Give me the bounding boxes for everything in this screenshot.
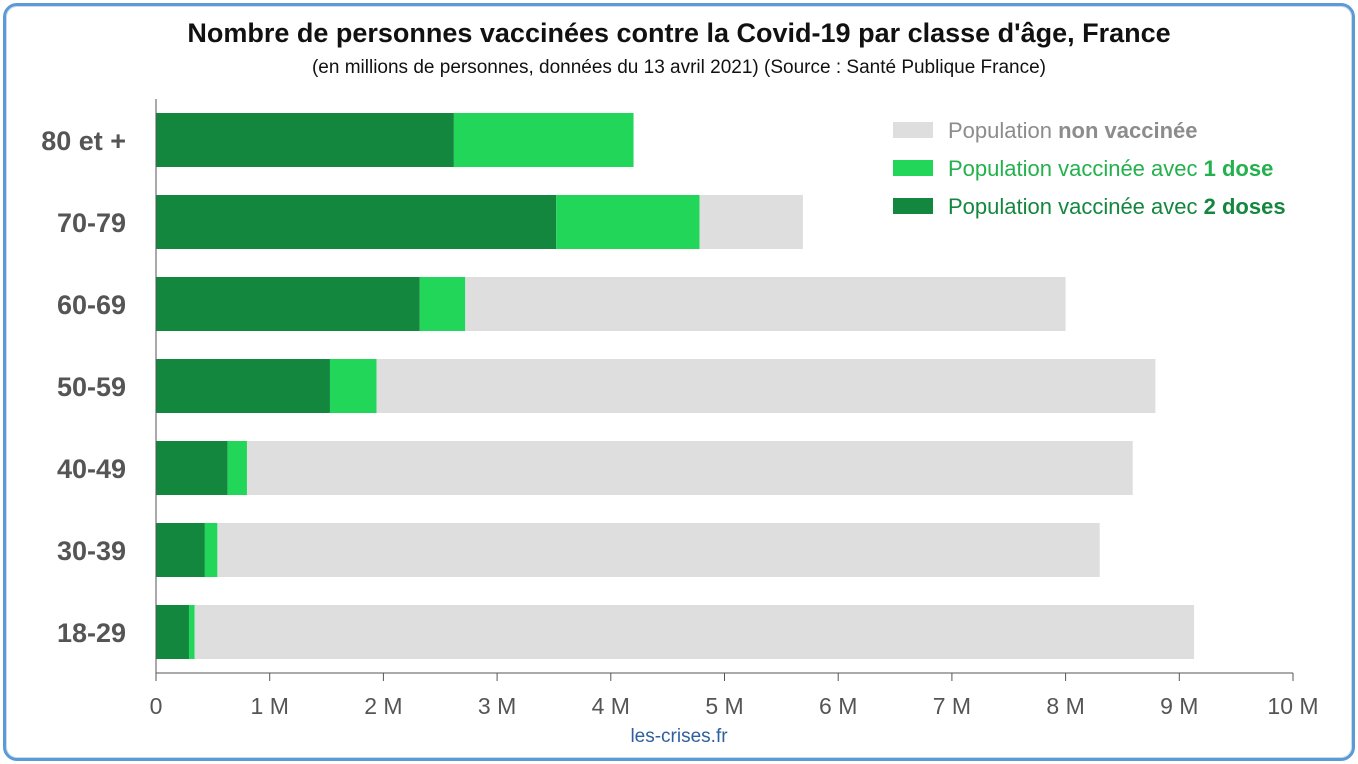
bar-une_dose-4 [227,441,247,495]
chart-title: Nombre de personnes vaccinées contre la … [187,18,1171,48]
category-label-3: 50-59 [57,372,126,402]
category-label-6: 18-29 [57,618,126,648]
x-tick-label-9: 9 M [1160,693,1198,719]
bar-deux_doses-0 [156,113,454,167]
bar-une_dose-2 [419,277,466,331]
category-label-0: 80 et + [41,126,126,156]
x-tick-label-4: 4 M [592,693,630,719]
footer-source: les-crises.fr [630,726,728,747]
chart-subtitle: (en millions de personnes, données du 13… [311,57,1047,78]
bar-une_dose-1 [556,195,700,249]
bar-non_vaccinee-3 [376,359,1156,413]
category-label-1: 70-79 [57,208,126,238]
x-tick-label-3: 3 M [478,693,516,719]
legend-label-deux_doses: Population vaccinée avec 2 doses [948,194,1286,219]
bar-deux_doses-6 [156,605,189,659]
bar-une_dose-0 [453,113,634,167]
x-tick-label-10: 10 M [1267,693,1318,719]
bar-deux_doses-1 [156,195,557,249]
bar-non_vaccinee-4 [246,441,1133,495]
bar-deux_doses-5 [156,523,205,577]
bar-une_dose-5 [204,523,218,577]
x-tick-label-7: 7 M [933,693,971,719]
bar-non_vaccinee-1 [699,195,803,249]
axes-group: 0 1 M 2 M 3 M 4 M 5 M 6 M 7 M 8 M 9 M 10 M [150,99,1319,719]
legend-label-une_dose: Population vaccinée avec 1 dose [948,156,1273,181]
bar-non_vaccinee-6 [194,605,1195,659]
category-label-5: 30-39 [57,536,126,566]
x-tick-label-1: 1 M [251,693,289,719]
x-tick-label-0: 0 [150,693,163,719]
x-tick-label-6: 6 M [819,693,857,719]
x-tick-label-5: 5 M [705,693,743,719]
bar-deux_doses-2 [156,277,420,331]
category-label-2: 60-69 [57,290,126,320]
bar-non_vaccinee-5 [217,523,1100,577]
x-tick-label-2: 2 M [364,693,402,719]
legend-swatch-deux_doses [893,198,933,214]
bars-group: 80 et + 70-79 60-69 50-59 40-49 30-39 18-29 [41,113,1195,659]
legend-swatch-une_dose [893,160,933,176]
bar-une_dose-3 [329,359,377,413]
legend-swatch-non_vaccinee [893,122,933,138]
bar-non_vaccinee-2 [465,277,1066,331]
category-label-4: 40-49 [57,454,126,484]
legend-group: Population non vaccinée Population vaccin… [893,118,1286,219]
bar-deux_doses-3 [156,359,330,413]
x-tick-label-8: 8 M [1046,693,1084,719]
bar-une_dose-6 [188,605,195,659]
legend-label-non_vaccinee: Population non vaccinée [948,118,1197,143]
bar-deux_doses-4 [156,441,228,495]
